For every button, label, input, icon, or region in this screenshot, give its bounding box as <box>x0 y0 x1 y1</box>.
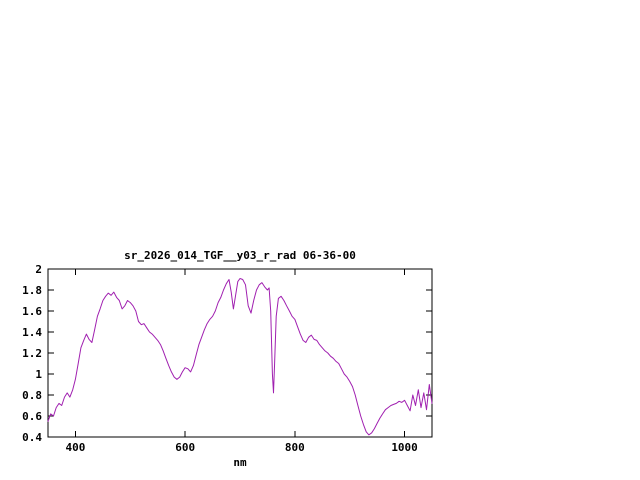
y-tick-label: 0.6 <box>22 410 42 423</box>
x-axis-label: nm <box>233 456 247 469</box>
x-tick-label: 800 <box>285 441 305 454</box>
chart-title: sr_2026_014_TGF__y03_r_rad 06-36-00 <box>124 249 356 262</box>
x-tick-label: 400 <box>65 441 85 454</box>
y-tick-label: 1.6 <box>22 305 42 318</box>
axis-ticks <box>48 268 432 438</box>
y-tick-label: 1 <box>35 368 42 381</box>
y-tick-label: 1.2 <box>22 347 42 360</box>
y-tick-label: 1.4 <box>22 326 42 339</box>
x-tick-label: 600 <box>175 441 195 454</box>
y-tick-label: 2 <box>35 263 42 276</box>
radiance-curve <box>47 278 433 436</box>
x-tick-label: 1000 <box>391 441 418 454</box>
axis-tick-labels: 400 600 800 1000 0.4 0.6 0.8 1 1.2 1.4 1.6 1.8 2 <box>22 263 418 454</box>
y-tick-label: 0.8 <box>22 389 42 402</box>
y-tick-label: 1.8 <box>22 284 42 297</box>
y-tick-label: 0.4 <box>22 431 42 444</box>
